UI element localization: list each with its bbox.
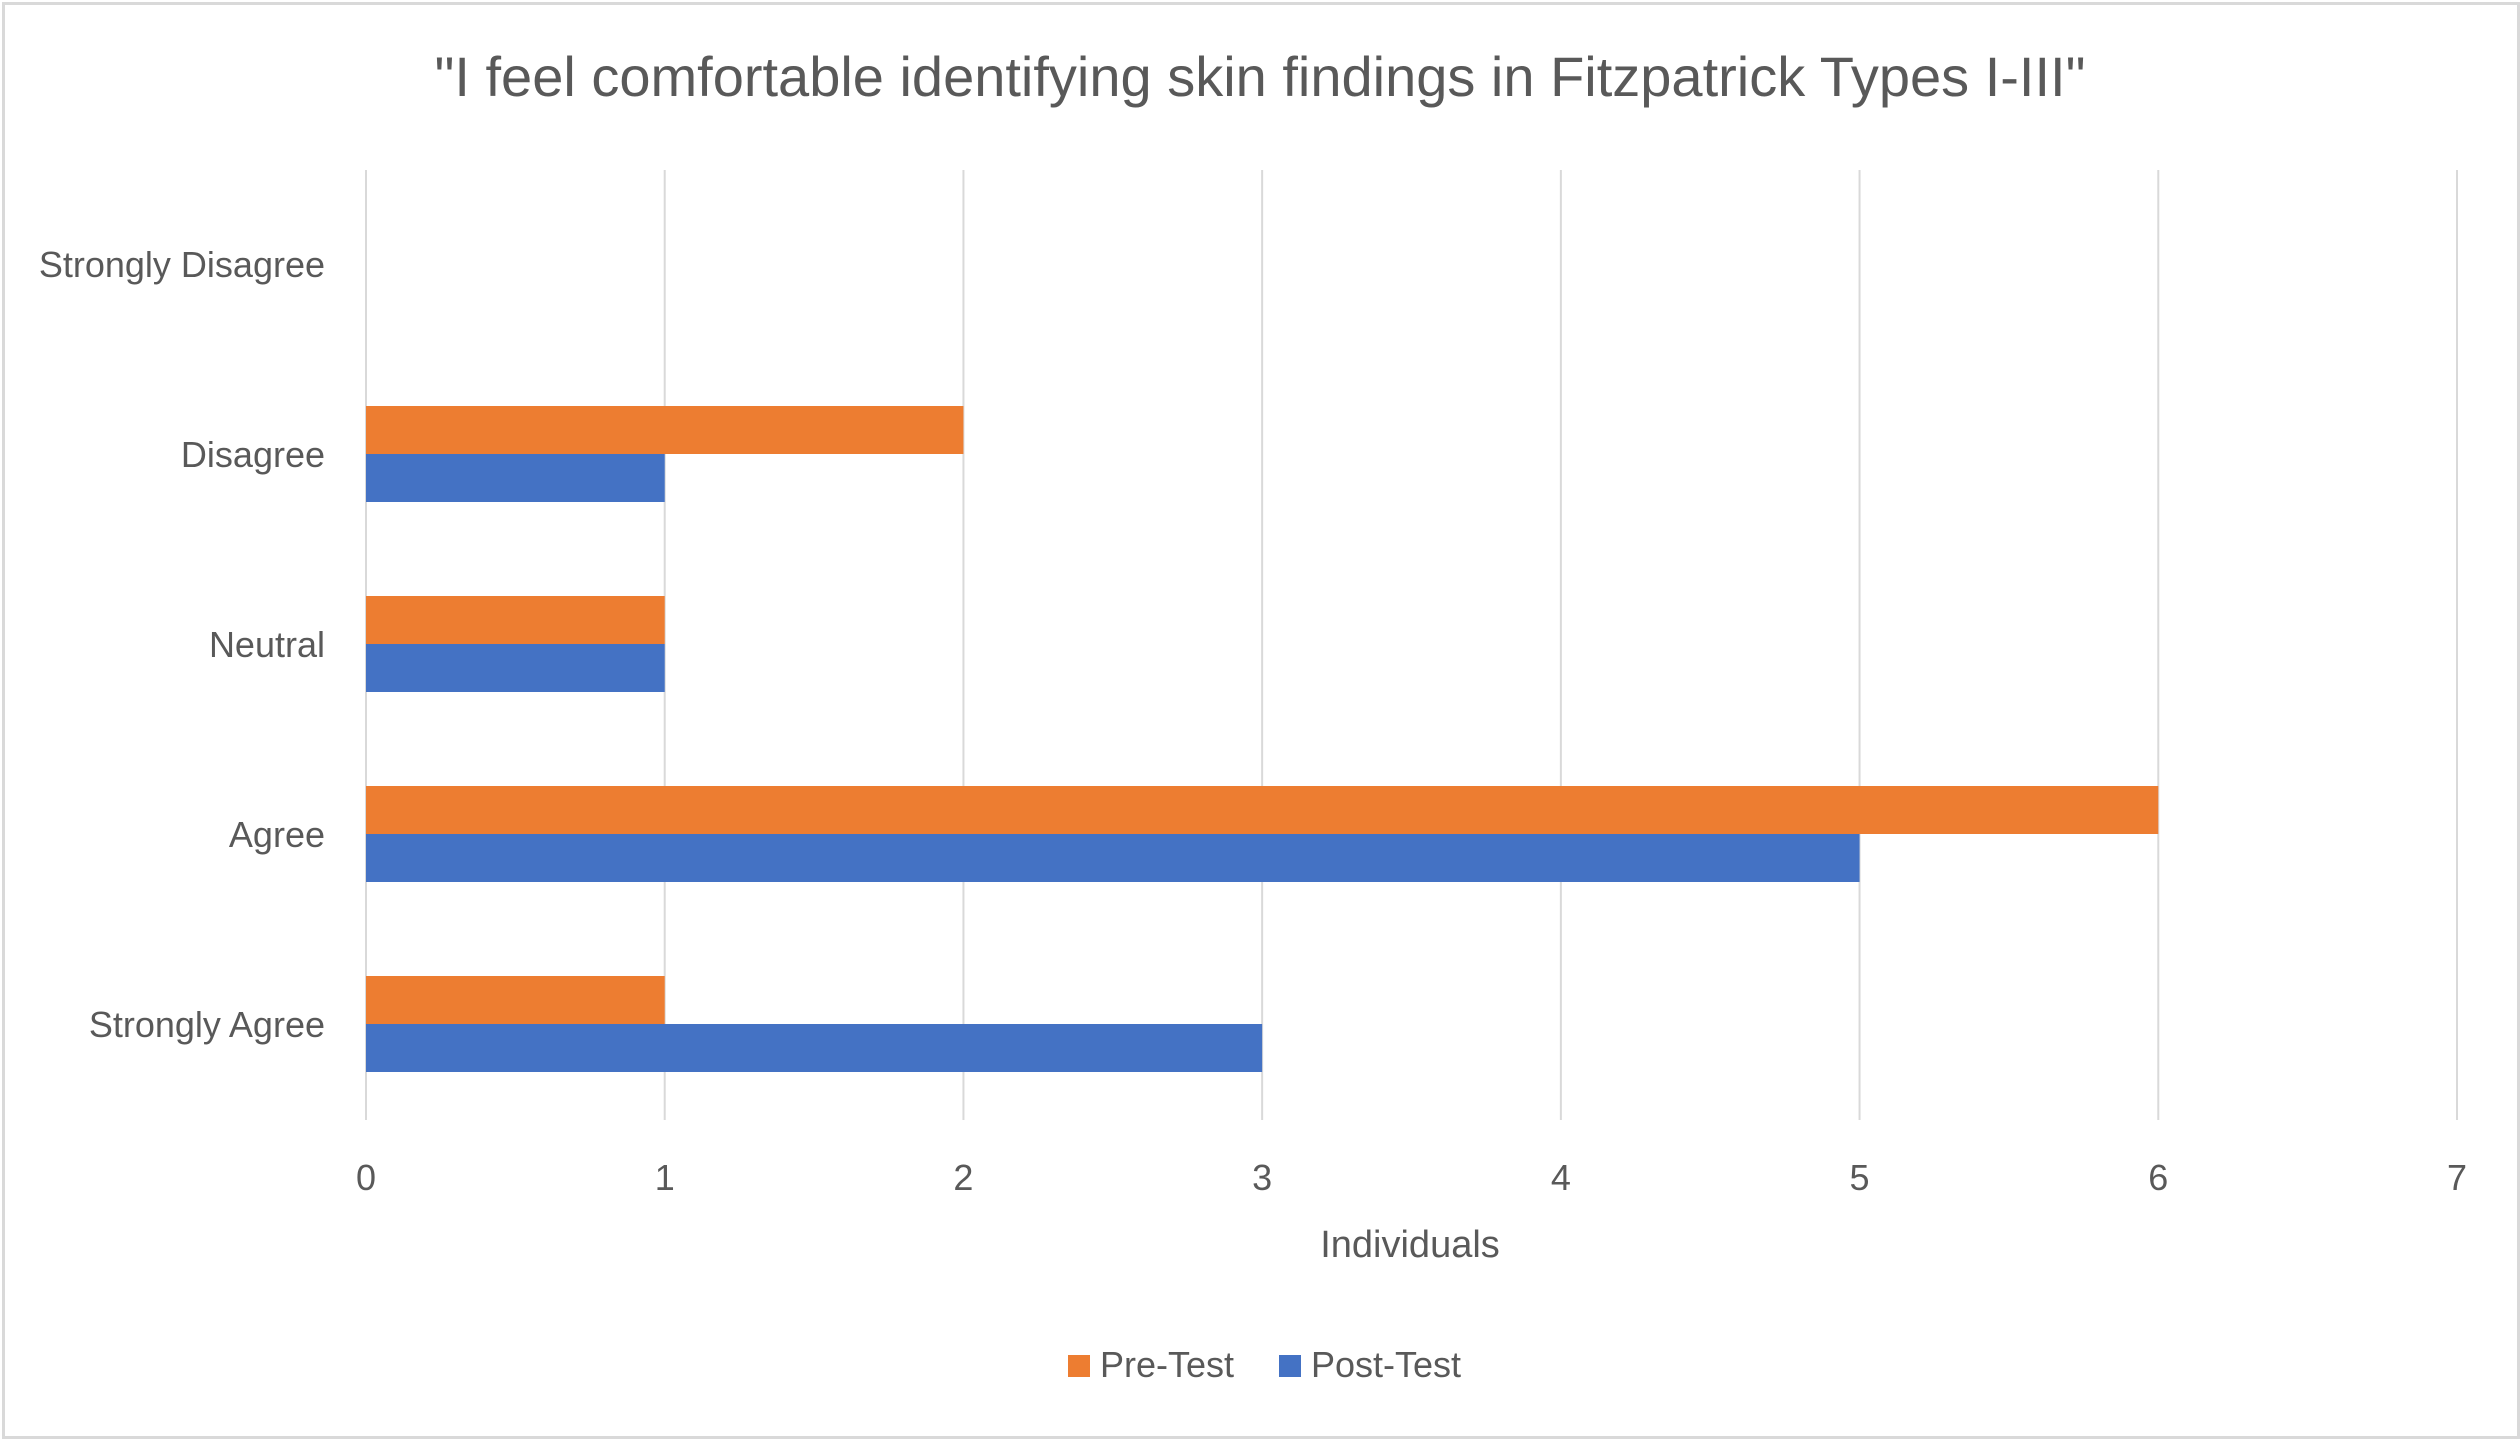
category-label-agree: Agree: [229, 814, 325, 855]
bar-pre-test-neutral: [366, 596, 665, 644]
bar-post-test-neutral: [366, 644, 665, 692]
x-tick-label-4: 4: [1551, 1157, 1571, 1198]
category-label-disagree: Disagree: [181, 434, 325, 475]
legend: Pre-Test Post-Test: [1068, 1344, 1461, 1385]
x-axis-title: Individuals: [1320, 1224, 1500, 1266]
x-tick-label-1: 1: [655, 1157, 675, 1198]
bar-post-test-strongly-agree: [366, 1024, 1263, 1072]
x-tick-label-5: 5: [1850, 1157, 1870, 1198]
x-tick-label-0: 0: [356, 1157, 376, 1198]
x-tick-label-2: 2: [953, 1157, 973, 1198]
bar-pre-test-strongly-agree: [366, 976, 665, 1024]
x-tick-label-7: 7: [2447, 1157, 2467, 1198]
legend-label-pre-test: Pre-Test: [1100, 1344, 1234, 1385]
x-tick-labels: 0 1 2 3 4 5 6 7: [356, 1157, 2467, 1198]
category-label-strongly-disagree: Strongly Disagree: [39, 244, 325, 285]
bars: [366, 406, 2159, 1072]
chart-title: "I feel comfortable identifying skin fin…: [435, 45, 2086, 108]
x-tick-label-6: 6: [2148, 1157, 2168, 1198]
category-label-neutral: Neutral: [209, 624, 325, 665]
category-label-strongly-agree: Strongly Agree: [89, 1004, 325, 1045]
bar-post-test-disagree: [366, 454, 665, 502]
gridlines: [365, 170, 2458, 1120]
bar-post-test-agree: [366, 834, 1860, 882]
legend-label-post-test: Post-Test: [1311, 1344, 1461, 1385]
bar-pre-test-disagree: [366, 406, 964, 454]
x-tick-label-3: 3: [1252, 1157, 1272, 1198]
legend-swatch-pre-test: [1068, 1355, 1090, 1377]
bar-pre-test-agree: [366, 786, 2159, 834]
category-labels: Strongly Disagree Disagree Neutral Agree Str…: [39, 244, 325, 1045]
legend-swatch-post-test: [1279, 1355, 1301, 1377]
